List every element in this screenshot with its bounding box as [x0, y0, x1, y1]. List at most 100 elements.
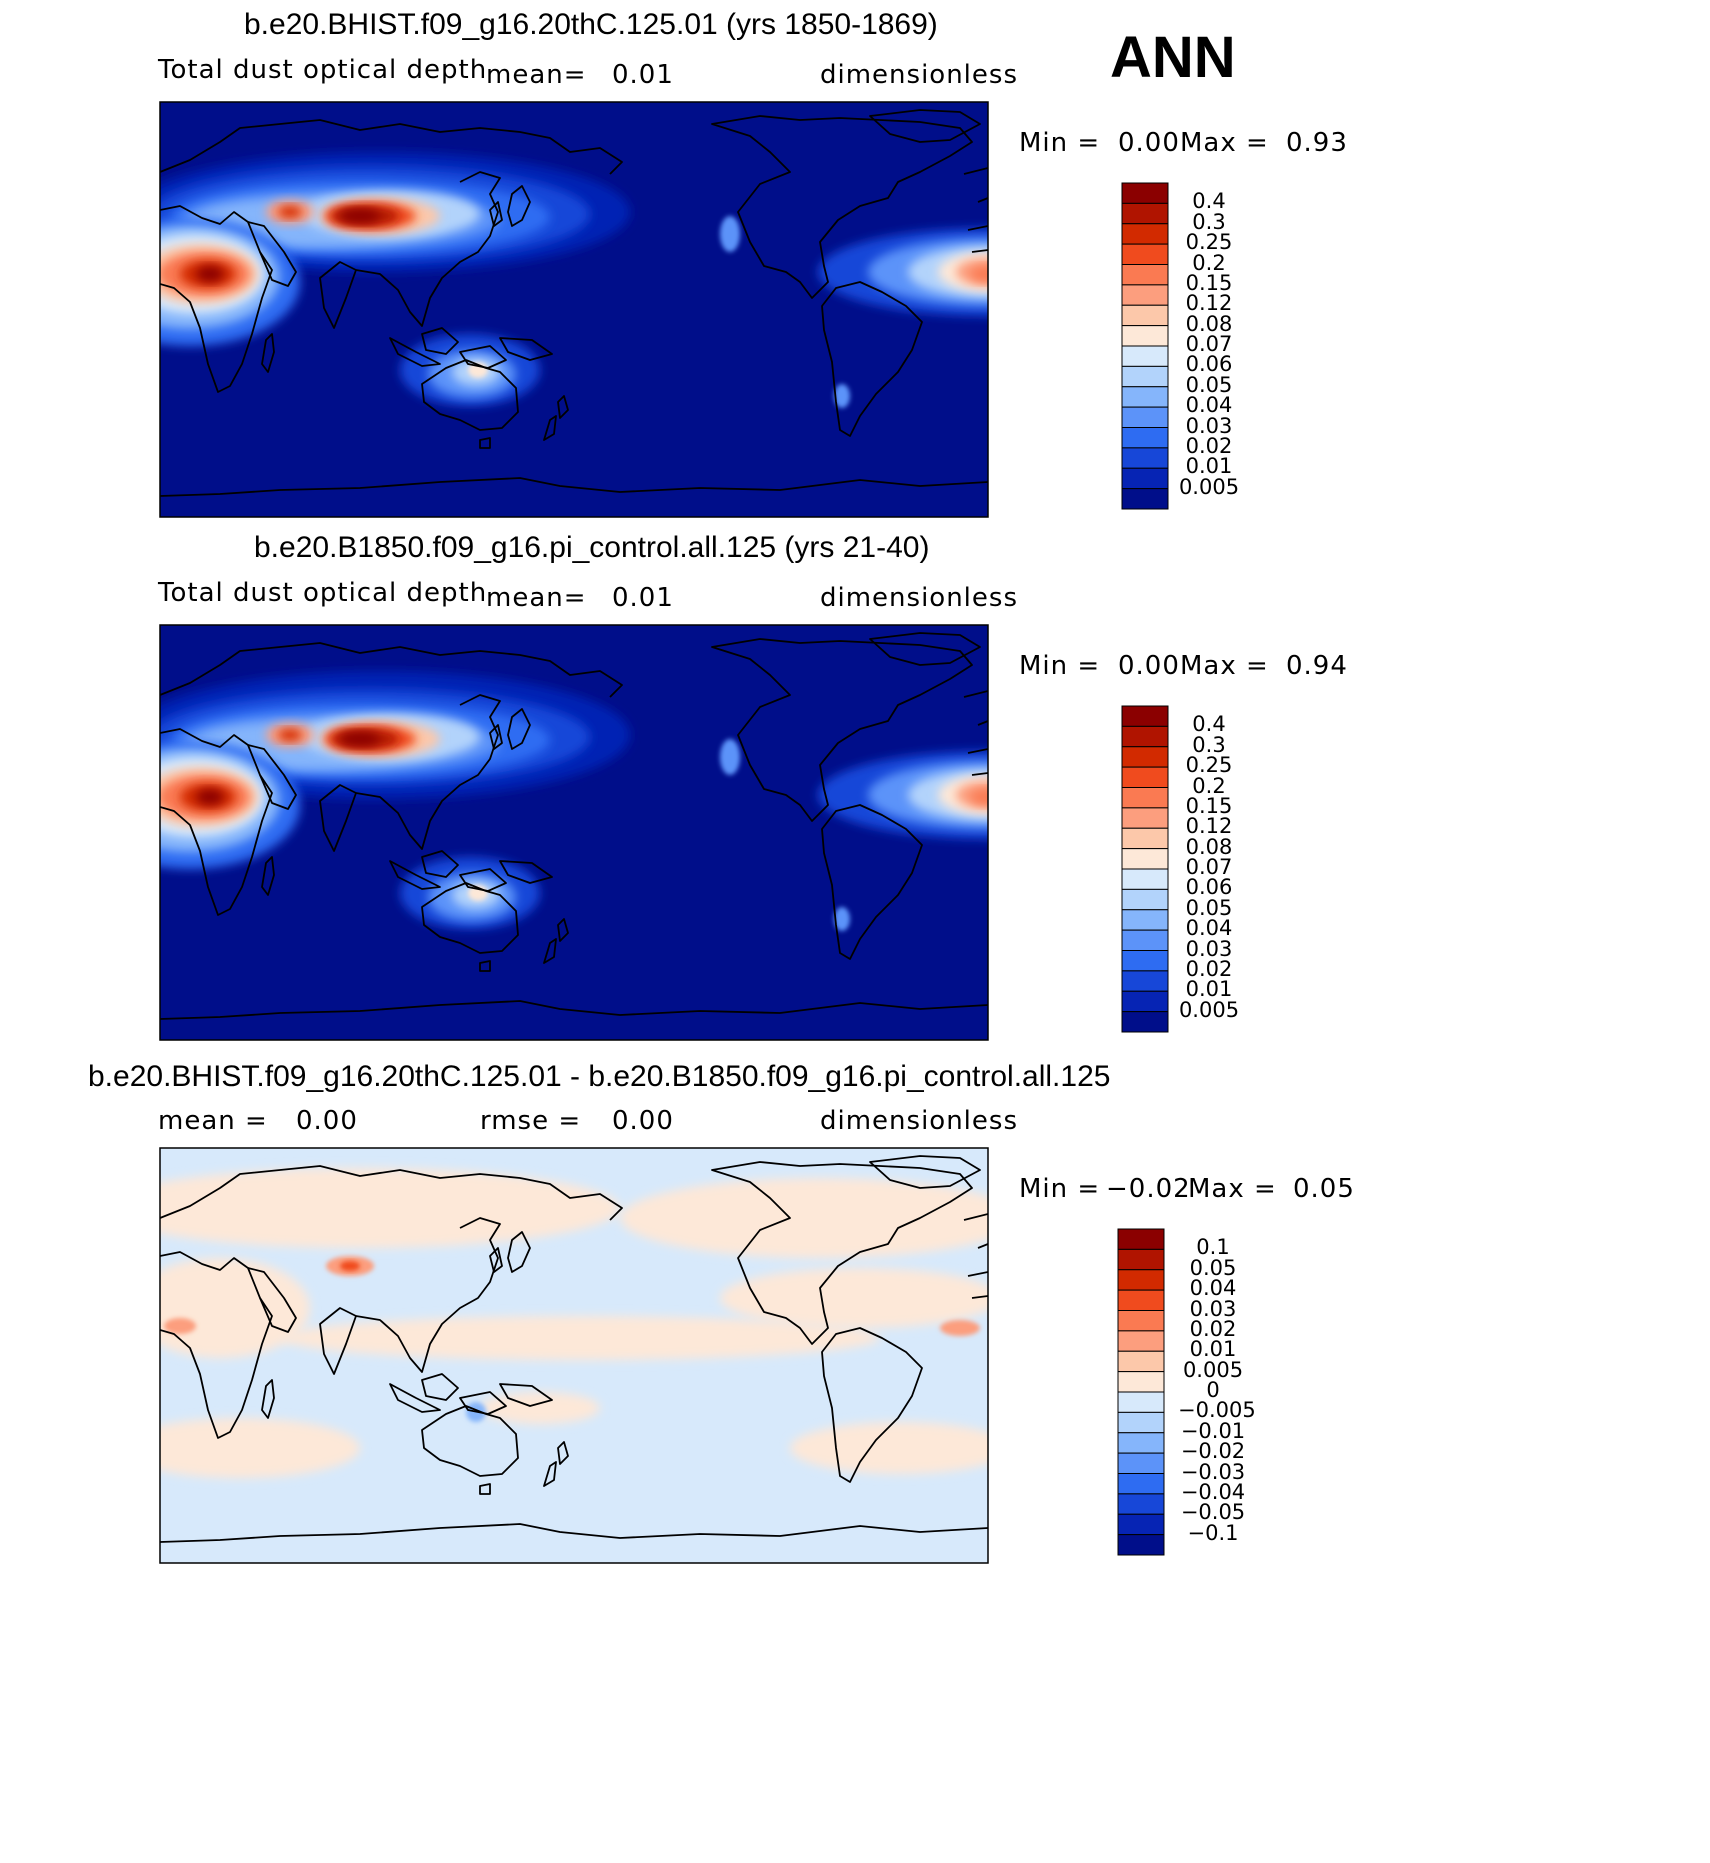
colorbar-tick-label: 0.25	[1185, 230, 1233, 255]
colorbar-box	[1117, 1248, 1165, 1271]
panel1-variable: Total dust optical depth	[158, 55, 488, 85]
colorbar-box	[1121, 705, 1169, 727]
colorbar-tick-label: 0.005	[1182, 1357, 1244, 1382]
panel1-max-value: 0.93	[1286, 128, 1348, 158]
coastline	[557, 1441, 569, 1465]
coastline	[247, 744, 297, 810]
panel2-colorbar	[1121, 705, 1169, 1033]
coastline	[319, 1307, 357, 1375]
anomaly-spot	[940, 1320, 980, 1336]
colorbar-tick-label: 0	[1206, 1378, 1220, 1402]
colorbar-box	[1121, 406, 1169, 428]
colorbar-tick-label: −0.05	[1180, 1500, 1246, 1525]
coastline	[319, 784, 357, 852]
panel1-mean-value: 0.01	[612, 60, 674, 90]
coastlines	[160, 109, 988, 497]
panel3-mean-label: mean =	[158, 1106, 268, 1136]
coastline	[479, 960, 491, 972]
colorbar-box	[1121, 427, 1169, 449]
colorbar-tick-label: 0.06	[1185, 875, 1233, 900]
positive-anomaly	[160, 1258, 310, 1358]
coastline	[479, 437, 491, 449]
colorbar-box	[1121, 467, 1169, 490]
colorbar-tick-label: 0.04	[1185, 916, 1233, 941]
colorbar-tick-label: 0.005	[1178, 997, 1240, 1022]
coastline	[389, 1383, 441, 1413]
positive-anomaly	[480, 1392, 600, 1424]
panel1-colorbar	[1121, 182, 1169, 510]
panel1-min-label: Min =	[1019, 128, 1101, 158]
colorbar-box	[1121, 223, 1169, 245]
panel1-units: dimensionless	[820, 60, 1018, 90]
colorbar-box	[1121, 345, 1169, 367]
colorbar-tick-label: 0.3	[1192, 209, 1226, 234]
coastline	[489, 201, 503, 227]
atlantic-plume	[970, 266, 988, 282]
colorbar-box	[1121, 264, 1169, 286]
colorbar-box	[1117, 1513, 1165, 1536]
coastline	[160, 119, 623, 175]
coastline	[160, 728, 273, 916]
panel2-max-value: 0.94	[1286, 651, 1348, 681]
colorbar-box	[1117, 1310, 1165, 1332]
colorbar-tick-label: −0.1	[1187, 1520, 1239, 1545]
panel1-max-label: Max =	[1180, 128, 1269, 158]
colorbar-box	[1121, 909, 1169, 931]
panel3-units: dimensionless	[820, 1106, 1018, 1136]
colorbar-tick-label: 0.15	[1185, 793, 1233, 818]
coastline	[160, 1165, 623, 1221]
patagonia-source	[834, 384, 850, 408]
panel3-colorbar	[1117, 1228, 1165, 1556]
colorbar-tick-label: 0.08	[1185, 311, 1233, 336]
colorbar-box	[1117, 1534, 1165, 1556]
colorbar-tick-label: 0.2	[1192, 773, 1226, 798]
coastlines	[160, 1155, 988, 1543]
coastline	[557, 918, 569, 942]
coastline	[869, 109, 981, 143]
colorbar-tick-label: 0.06	[1185, 352, 1233, 377]
positive-anomaly	[160, 1168, 620, 1248]
colorbar-box	[1121, 325, 1169, 347]
coastline	[557, 395, 569, 419]
coastline	[821, 804, 923, 960]
sahara-plume	[196, 789, 224, 805]
colorbar-box	[1117, 1289, 1165, 1311]
coastline	[160, 1523, 988, 1543]
panel2-mean-value: 0.01	[612, 583, 674, 613]
panel2-min-value: 0.00	[1118, 651, 1180, 681]
coastline	[543, 415, 557, 441]
patagonia-source	[834, 907, 850, 931]
colorbar-box	[1121, 950, 1169, 972]
coastline	[421, 359, 519, 431]
coastline	[389, 860, 441, 890]
panel2-map	[160, 625, 988, 1040]
colorbar-box	[1117, 1432, 1165, 1454]
coastline	[160, 1251, 273, 1439]
colorbar-tick-label: 0.12	[1185, 291, 1233, 316]
coastline	[489, 724, 503, 750]
coastline	[247, 1267, 297, 1333]
taklimakan	[340, 732, 380, 746]
colorbar-tick-label: 0.2	[1192, 250, 1226, 275]
coastline	[247, 221, 297, 287]
panel2-units: dimensionless	[820, 583, 1018, 613]
coastline	[160, 205, 273, 393]
coastline	[355, 171, 501, 327]
namerica-source	[720, 216, 740, 252]
colorbar-box	[1117, 1452, 1165, 1474]
colorbar-box	[1117, 1493, 1165, 1515]
colorbar-tick-label: 0.02	[1189, 1316, 1237, 1341]
coastline	[543, 1461, 557, 1487]
colorbar-box	[1121, 746, 1169, 768]
colorbar-box	[1121, 243, 1169, 265]
coastline	[507, 1231, 531, 1273]
coastline	[711, 1161, 973, 1345]
colorbar-box	[1117, 1411, 1165, 1434]
panel1-title: b.e20.BHIST.f09_g16.20thC.125.01 (yrs 18…	[244, 8, 938, 41]
panel3-max-label: Max =	[1188, 1174, 1277, 1204]
anomaly-spot	[164, 1318, 196, 1334]
panel2-title: b.e20.B1850.f09_g16.pi_control.all.125 (…	[254, 531, 930, 564]
panel3-min-value: −0.02	[1106, 1174, 1191, 1204]
coastline	[711, 638, 973, 822]
panel3-rmse-label: rmse =	[480, 1106, 582, 1136]
